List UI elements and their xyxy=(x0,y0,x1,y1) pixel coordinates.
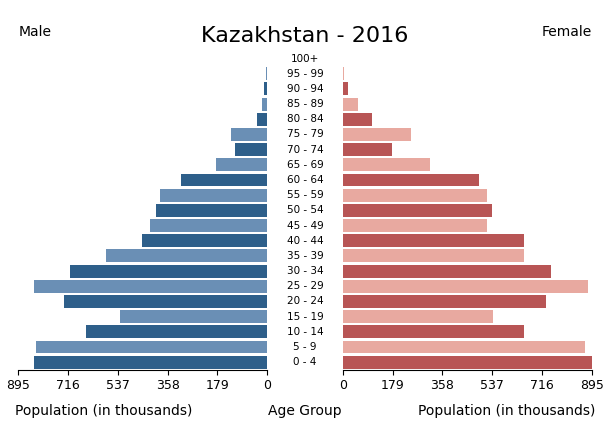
Bar xyxy=(343,159,431,171)
Text: 70 - 74: 70 - 74 xyxy=(287,144,323,155)
Text: Kazakhstan - 2016: Kazakhstan - 2016 xyxy=(201,26,409,45)
Text: 50 - 54: 50 - 54 xyxy=(287,205,323,215)
Text: Age Group: Age Group xyxy=(268,404,342,418)
Bar xyxy=(264,82,267,95)
Bar xyxy=(343,265,551,278)
Bar xyxy=(266,67,267,80)
Text: 25 - 29: 25 - 29 xyxy=(287,281,323,291)
Bar xyxy=(34,280,267,293)
Bar xyxy=(64,295,267,308)
Bar xyxy=(120,310,267,323)
Bar xyxy=(150,219,267,232)
Text: Population (in thousands): Population (in thousands) xyxy=(418,404,595,418)
Bar xyxy=(343,82,348,95)
Bar xyxy=(231,128,267,141)
Text: 85 - 89: 85 - 89 xyxy=(287,99,323,109)
Text: 15 - 19: 15 - 19 xyxy=(287,312,323,322)
Bar xyxy=(343,295,546,308)
Bar xyxy=(106,249,267,262)
Text: Female: Female xyxy=(542,26,592,40)
Bar xyxy=(160,189,267,201)
Bar xyxy=(343,340,585,354)
Text: 0 - 4: 0 - 4 xyxy=(293,357,317,367)
Bar xyxy=(87,326,267,338)
Text: 30 - 34: 30 - 34 xyxy=(287,266,323,276)
Bar xyxy=(343,356,592,368)
Bar xyxy=(343,189,487,201)
Bar xyxy=(34,356,267,368)
Text: Male: Male xyxy=(18,26,51,40)
Text: 90 - 94: 90 - 94 xyxy=(287,84,323,94)
Bar xyxy=(181,173,267,187)
Bar xyxy=(343,280,587,293)
Text: 40 - 44: 40 - 44 xyxy=(287,236,323,246)
Bar xyxy=(343,67,344,80)
Bar xyxy=(37,340,267,354)
Bar xyxy=(70,265,267,278)
Bar xyxy=(156,204,267,217)
Text: 45 - 49: 45 - 49 xyxy=(287,221,323,230)
Bar xyxy=(343,234,523,247)
Bar xyxy=(235,143,267,156)
Text: 55 - 59: 55 - 59 xyxy=(287,190,323,200)
Text: 65 - 69: 65 - 69 xyxy=(287,160,323,170)
Bar xyxy=(343,204,492,217)
Bar xyxy=(262,98,267,110)
Text: Population (in thousands): Population (in thousands) xyxy=(15,404,192,418)
Text: 10 - 14: 10 - 14 xyxy=(287,327,323,337)
Bar xyxy=(343,143,392,156)
Bar xyxy=(343,128,411,141)
Text: 60 - 64: 60 - 64 xyxy=(287,175,323,185)
Bar xyxy=(343,326,523,338)
Text: 95 - 99: 95 - 99 xyxy=(287,69,323,79)
Bar xyxy=(343,113,372,126)
Text: 80 - 84: 80 - 84 xyxy=(287,114,323,124)
Text: 35 - 39: 35 - 39 xyxy=(287,251,323,261)
Bar xyxy=(216,159,267,171)
Bar xyxy=(343,310,493,323)
Text: 5 - 9: 5 - 9 xyxy=(293,342,317,352)
Bar xyxy=(142,234,267,247)
Bar xyxy=(343,219,487,232)
Bar xyxy=(343,173,479,187)
Text: 100+: 100+ xyxy=(291,54,319,64)
Text: 20 - 24: 20 - 24 xyxy=(287,297,323,306)
Bar xyxy=(343,249,523,262)
Bar xyxy=(257,113,267,126)
Text: 75 - 79: 75 - 79 xyxy=(287,130,323,139)
Bar xyxy=(343,98,358,110)
